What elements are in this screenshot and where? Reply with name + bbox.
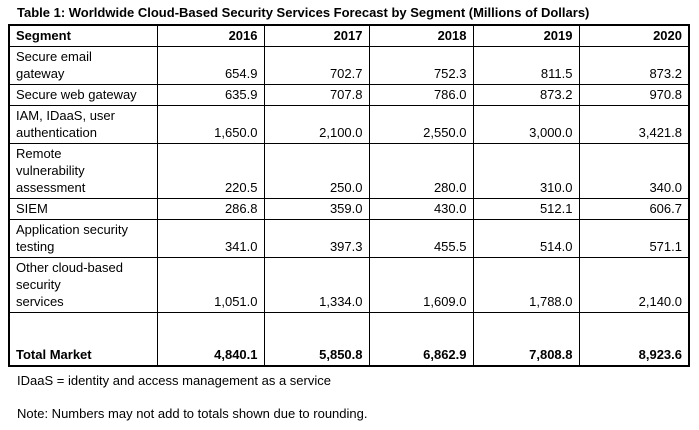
segment-cell: Remote vulnerability assessment: [8, 143, 158, 199]
column-header-2019: 2019: [472, 24, 580, 47]
value-cell: 1,051.0: [156, 257, 265, 313]
value-cell: 873.2: [578, 46, 690, 85]
value-cell: 707.8: [263, 84, 370, 106]
column-header-segment: Segment: [8, 24, 158, 47]
value-cell: 6,862.9: [368, 312, 474, 366]
value-cell: 970.8: [578, 84, 690, 106]
value-cell: 811.5: [472, 46, 580, 85]
table-row-secure-web-gateway: Secure web gateway 635.9 707.8 786.0 873…: [8, 84, 690, 106]
value-cell: 340.0: [578, 143, 690, 199]
segment-cell: Secure web gateway: [8, 84, 158, 106]
value-cell: 2,140.0: [578, 257, 690, 313]
table-row-secure-email-gateway: Secure email gateway 654.9 702.7 752.3 8…: [8, 46, 690, 85]
value-cell: 606.7: [578, 198, 690, 220]
value-cell: 430.0: [368, 198, 474, 220]
value-cell: 571.1: [578, 219, 690, 258]
table-header-row: Segment 2016 2017 2018 2019 2020: [8, 24, 690, 47]
footnote-idaas: IDaaS = identity and access management a…: [17, 372, 331, 388]
table-row-total-market: Total Market 4,840.1 5,850.8 6,862.9 7,8…: [8, 312, 690, 366]
table-row-iam-idaas: IAM, IDaaS, user authentication 1,650.0 …: [8, 105, 690, 144]
value-cell: 455.5: [368, 219, 474, 258]
value-cell: 635.9: [156, 84, 265, 106]
value-cell: 220.5: [156, 143, 265, 199]
segment-cell: Total Market: [8, 312, 158, 366]
value-cell: 786.0: [368, 84, 474, 106]
value-cell: 359.0: [263, 198, 370, 220]
segment-cell: Other cloud-based security services: [8, 257, 158, 313]
value-cell: 2,100.0: [263, 105, 370, 144]
column-header-2016: 2016: [156, 24, 265, 47]
segment-cell: SIEM: [8, 198, 158, 220]
column-header-2018: 2018: [368, 24, 474, 47]
value-cell: 2,550.0: [368, 105, 474, 144]
value-cell: 702.7: [263, 46, 370, 85]
value-cell: 280.0: [368, 143, 474, 199]
forecast-table: Segment 2016 2017 2018 2019 2020 Secure …: [8, 24, 690, 367]
value-cell: 286.8: [156, 198, 265, 220]
value-cell: 1,609.0: [368, 257, 474, 313]
value-cell: 1,334.0: [263, 257, 370, 313]
table-row-other-cloud-services: Other cloud-based security services 1,05…: [8, 257, 690, 313]
value-cell: 250.0: [263, 143, 370, 199]
column-header-2020: 2020: [578, 24, 690, 47]
value-cell: 1,788.0: [472, 257, 580, 313]
segment-cell: IAM, IDaaS, user authentication: [8, 105, 158, 144]
value-cell: 654.9: [156, 46, 265, 85]
value-cell: 3,000.0: [472, 105, 580, 144]
value-cell: 7,808.8: [472, 312, 580, 366]
value-cell: 1,650.0: [156, 105, 265, 144]
value-cell: 514.0: [472, 219, 580, 258]
column-header-2017: 2017: [263, 24, 370, 47]
value-cell: 512.1: [472, 198, 580, 220]
value-cell: 873.2: [472, 84, 580, 106]
table-row-application-security: Application security testing 341.0 397.3…: [8, 219, 690, 258]
segment-cell: Secure email gateway: [8, 46, 158, 85]
table-title: Table 1: Worldwide Cloud-Based Security …: [17, 5, 590, 20]
value-cell: 310.0: [472, 143, 580, 199]
value-cell: 4,840.1: [156, 312, 265, 366]
table-row-remote-vulnerability: Remote vulnerability assessment 220.5 25…: [8, 143, 690, 199]
value-cell: 8,923.6: [578, 312, 690, 366]
value-cell: 752.3: [368, 46, 474, 85]
value-cell: 341.0: [156, 219, 265, 258]
segment-cell: Application security testing: [8, 219, 158, 258]
table-row-siem: SIEM 286.8 359.0 430.0 512.1 606.7: [8, 198, 690, 220]
value-cell: 397.3: [263, 219, 370, 258]
footnote-rounding: Note: Numbers may not add to totals show…: [17, 405, 368, 421]
value-cell: 3,421.8: [578, 105, 690, 144]
value-cell: 5,850.8: [263, 312, 370, 366]
